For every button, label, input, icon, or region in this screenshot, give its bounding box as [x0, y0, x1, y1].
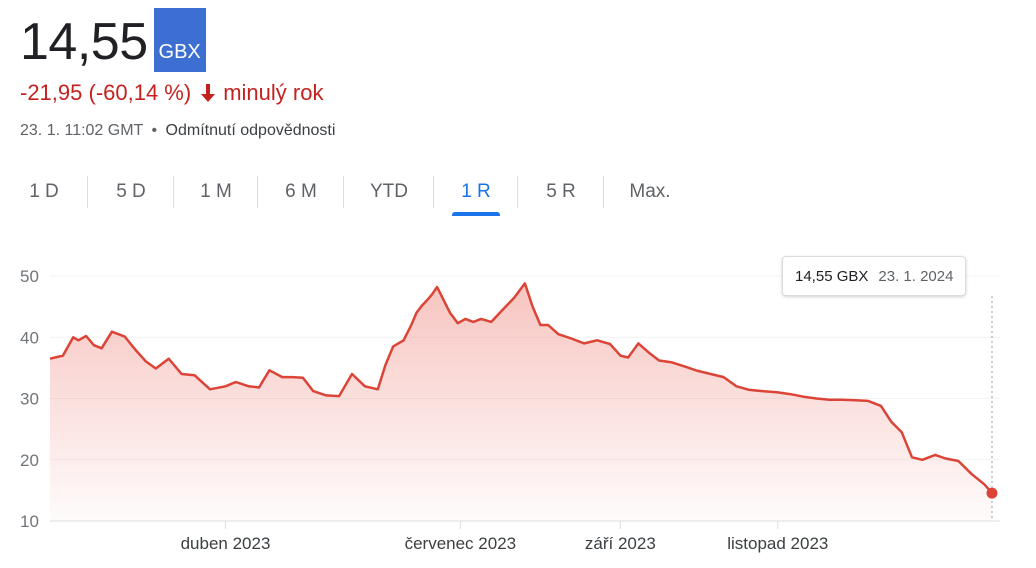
meta-separator: • [151, 122, 158, 139]
currency-badge: GBX [153, 8, 206, 72]
tab-5d[interactable]: 5 D [88, 172, 174, 212]
y-tick-label: 50 [20, 267, 39, 286]
tab-1r[interactable]: 1 R [434, 172, 518, 212]
tooltip-price: 14,55 GBX [795, 267, 869, 285]
price-line [49, 282, 993, 494]
tab-label: YTD [370, 181, 408, 202]
price-change: -21,95 (-60,14 %) minulý rok [20, 80, 323, 106]
y-tick-label: 20 [20, 451, 39, 470]
tab-label: 5 R [546, 181, 576, 202]
tab-label: Max. [629, 181, 671, 202]
tab-1d[interactable]: 1 D [0, 172, 88, 212]
current-price: 14,55 [20, 13, 148, 71]
hover-point [986, 487, 998, 499]
area-fill [50, 283, 992, 521]
x-tick-label: září 2023 [585, 534, 656, 553]
x-tick-label: červenec 2023 [405, 534, 517, 553]
hover-tooltip: 14,55 GBX 23. 1. 2024 [782, 256, 967, 296]
y-tick-label: 30 [20, 390, 39, 409]
tab-label: 1 M [200, 181, 232, 202]
tab-label: 5 D [116, 181, 146, 202]
tooltip-date: 23. 1. 2024 [878, 267, 954, 285]
tab-max[interactable]: Max. [604, 172, 696, 212]
change-period: minulý rok [223, 80, 324, 105]
tab-6m[interactable]: 6 M [258, 172, 344, 212]
quote-timestamp: 23. 1. 11:02 GMT [20, 122, 144, 139]
y-tick-label: 40 [20, 328, 39, 347]
change-value: -21,95 (-60,14 %) [20, 80, 192, 105]
tab-5r[interactable]: 5 R [518, 172, 604, 212]
y-tick-label: 10 [20, 512, 39, 531]
disclaimer-link[interactable]: Odmítnutí odpovědnosti [165, 122, 336, 139]
x-tick-label: duben 2023 [181, 534, 271, 553]
tab-label: 1 D [29, 181, 59, 202]
tab-1m[interactable]: 1 M [174, 172, 258, 212]
range-tabs: 1 D 5 D 1 M 6 M YTD 1 R 5 R Max. [0, 172, 696, 216]
tab-label: 6 M [285, 181, 317, 202]
quote-meta: 23. 1. 11:02 GMT • Odmítnutí odpovědnost… [20, 122, 335, 140]
tab-label: 1 R [461, 181, 491, 202]
quote-header: 14,55 GBX [20, 8, 206, 72]
arrow-down-icon [201, 84, 216, 102]
x-tick-label: listopad 2023 [727, 534, 828, 553]
